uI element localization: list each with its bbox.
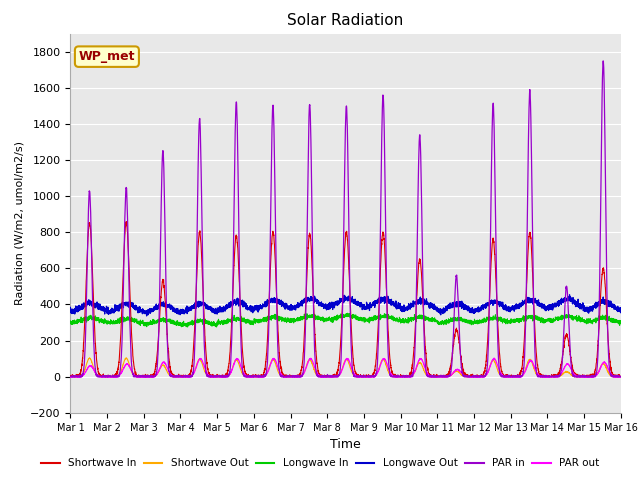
PAR out (438, 373, 446, 379)
X-axis label: Time: Time (330, 438, 361, 451)
PAR in (617, 374, 625, 380)
Line: PAR out: PAR out (70, 358, 621, 377)
PAR in (600, 58, 607, 64)
Longwave In (616, 321, 624, 326)
Longwave In (469, 321, 477, 326)
PAR out (500, 374, 508, 380)
Longwave Out (500, 307, 508, 312)
Longwave Out (325, 300, 333, 306)
Shortwave Out (166, 372, 173, 378)
Title: Solar Radiation: Solar Radiation (287, 13, 404, 28)
Line: Longwave In: Longwave In (70, 313, 621, 327)
PAR in (469, 373, 477, 379)
Longwave Out (143, 313, 150, 319)
Shortwave In (122, 219, 130, 225)
Longwave In (617, 318, 625, 324)
Shortwave In (500, 374, 508, 380)
Shortwave In (67, 374, 74, 380)
PAR out (325, 374, 333, 380)
Longwave Out (166, 303, 173, 309)
PAR in (616, 374, 624, 380)
Line: Shortwave In: Shortwave In (70, 222, 621, 377)
Shortwave In (469, 374, 477, 380)
PAR out (469, 373, 477, 379)
Longwave Out (67, 304, 74, 310)
PAR out (617, 374, 625, 380)
Text: WP_met: WP_met (79, 50, 135, 63)
Shortwave Out (500, 373, 508, 379)
Shortwave Out (469, 374, 477, 380)
Legend: Shortwave In, Shortwave Out, Longwave In, Longwave Out, PAR in, PAR out: Shortwave In, Shortwave Out, Longwave In… (36, 454, 604, 472)
PAR out (166, 370, 173, 375)
PAR in (325, 374, 333, 380)
Shortwave Out (617, 373, 625, 379)
PAR in (67, 374, 74, 380)
PAR out (67, 374, 74, 380)
Shortwave Out (67, 374, 74, 380)
Y-axis label: Radiation (W/m2, umol/m2/s): Radiation (W/m2, umol/m2/s) (15, 141, 24, 305)
Line: Longwave Out: Longwave Out (70, 295, 621, 316)
Shortwave In (438, 373, 446, 379)
PAR out (490, 355, 498, 361)
Line: PAR in: PAR in (70, 61, 621, 377)
Longwave Out (616, 308, 624, 313)
Longwave In (344, 311, 351, 316)
Shortwave Out (86, 355, 93, 361)
Shortwave Out (325, 373, 333, 379)
PAR out (143, 374, 150, 380)
Longwave Out (438, 308, 446, 314)
Longwave In (439, 318, 447, 324)
Longwave Out (469, 308, 477, 314)
Shortwave In (617, 374, 625, 380)
Shortwave Out (616, 374, 624, 380)
Shortwave Out (438, 373, 446, 379)
PAR in (166, 369, 173, 374)
Line: Shortwave Out: Shortwave Out (70, 358, 621, 377)
PAR in (500, 374, 508, 380)
Shortwave In (616, 373, 624, 379)
Longwave In (325, 316, 333, 322)
Longwave In (184, 324, 191, 330)
Longwave Out (566, 292, 573, 298)
Shortwave In (166, 359, 173, 365)
Longwave In (67, 319, 74, 325)
PAR in (438, 374, 446, 380)
PAR out (616, 374, 624, 380)
Longwave In (166, 316, 173, 322)
Longwave In (500, 317, 508, 323)
Shortwave In (325, 373, 333, 379)
Longwave Out (617, 308, 625, 314)
